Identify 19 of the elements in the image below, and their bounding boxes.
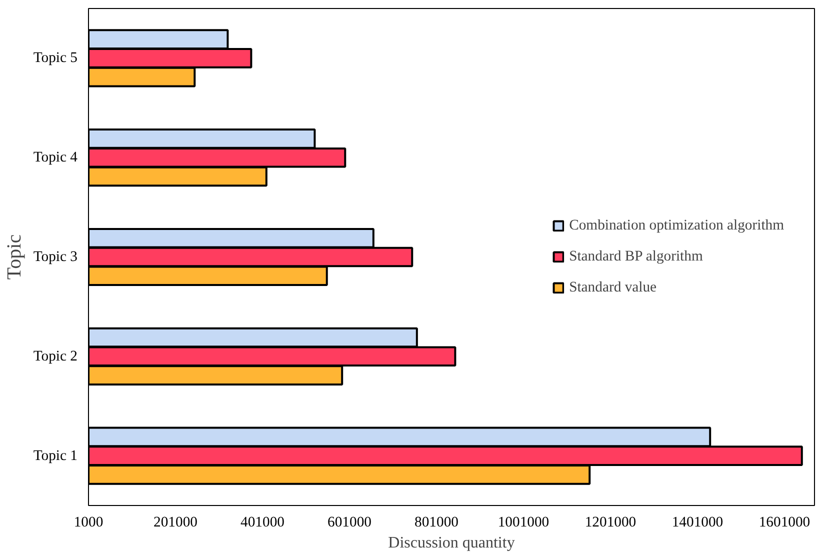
x-tick-label: 201000 bbox=[154, 514, 198, 530]
x-tick-label: 1201000 bbox=[584, 514, 636, 530]
x-tick-label: 601000 bbox=[328, 514, 372, 530]
x-tick-label: 401000 bbox=[240, 514, 284, 530]
x-tick-label: 1000 bbox=[74, 514, 104, 530]
y-tick-label: Topic 1 bbox=[33, 448, 78, 464]
x-tick-label: 801000 bbox=[414, 514, 458, 530]
legend-label: Standard BP algorithm bbox=[569, 248, 703, 265]
legend-label: Standard value bbox=[569, 279, 657, 296]
y-tick-label: Topic 3 bbox=[33, 249, 78, 265]
y-tick-label: Topic 2 bbox=[33, 348, 78, 364]
legend-label: Combination optimization algorithm bbox=[569, 217, 784, 234]
y-tick-label: Topic 4 bbox=[33, 150, 78, 166]
x-axis-title: Discussion quantity bbox=[388, 534, 515, 552]
y-tick-label: Topic 5 bbox=[33, 50, 78, 66]
x-tick-label: 1001000 bbox=[498, 514, 550, 530]
x-tick-label: 1401000 bbox=[672, 514, 724, 530]
y-axis-title: Topic bbox=[3, 234, 26, 280]
x-tick-label: 1601000 bbox=[758, 514, 810, 530]
